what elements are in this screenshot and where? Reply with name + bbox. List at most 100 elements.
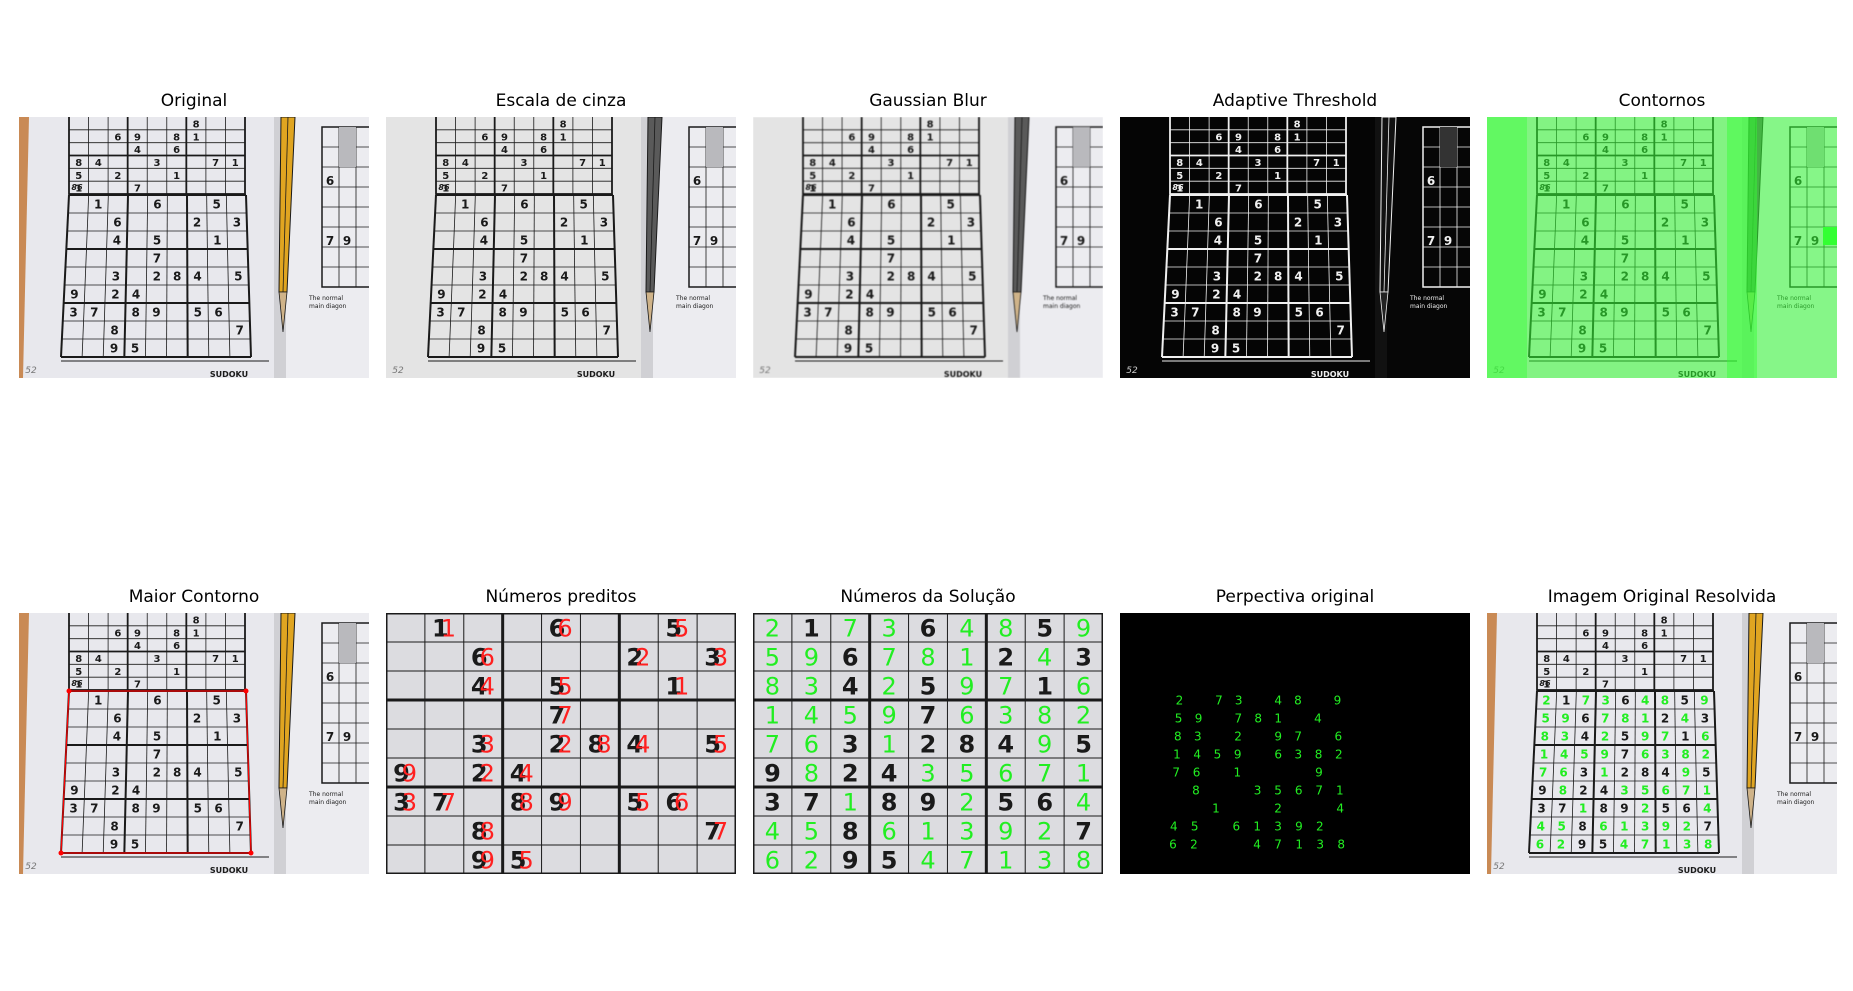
- grid-digit: 1: [1314, 234, 1322, 248]
- top-grid-digit: 4: [1235, 145, 1242, 156]
- grid-digit: 3: [1213, 270, 1221, 284]
- grid-digit: 1: [213, 730, 221, 744]
- grid-digit: 6: [948, 306, 956, 320]
- grid-digit: 3: [600, 216, 608, 230]
- top-grid-digit: 1: [173, 171, 180, 182]
- solution-digit: 7: [998, 673, 1013, 701]
- solution-digit: 6: [1169, 838, 1177, 852]
- original-digit: 9: [393, 760, 410, 788]
- grid-digit: 8: [173, 270, 181, 284]
- solution-digit: 9: [998, 818, 1013, 846]
- panel-title: Escala de cinza: [495, 91, 627, 111]
- solved-digit: 7: [1641, 838, 1649, 852]
- solution-digit: 8: [1315, 748, 1323, 762]
- solved-digit: 3: [1661, 748, 1669, 762]
- original-digit: 5: [510, 847, 527, 875]
- original-digit: 5: [665, 615, 682, 643]
- top-grid-digit: 7: [1313, 158, 1320, 169]
- grid-digit: 9: [437, 288, 445, 302]
- side-cell-digit: 9: [1811, 730, 1819, 744]
- pencil: [278, 613, 296, 829]
- top-grid-digit: 9: [868, 132, 875, 143]
- puzzle-number: 86: [71, 679, 83, 688]
- original-digit: 6: [920, 615, 937, 643]
- original-digit: 5: [1036, 615, 1053, 643]
- grid-digit: 2: [1254, 270, 1262, 284]
- top-grid-digit: 7: [501, 184, 508, 195]
- grid-digit: 1: [461, 198, 469, 212]
- grid-digit: 6: [581, 306, 589, 320]
- solved-digit: 9: [1641, 730, 1649, 744]
- predicted-digit: 8: [596, 731, 611, 759]
- grid-digit: 1: [1562, 694, 1570, 708]
- original-digit: 5: [704, 731, 721, 759]
- original-digit: 5: [881, 847, 898, 875]
- solved-digit: 7: [1582, 694, 1590, 708]
- predicted-digit: 7: [441, 789, 456, 817]
- table-edge: [19, 117, 29, 378]
- grid-digit: 1: [94, 198, 102, 212]
- solution-digit: 7: [959, 847, 974, 875]
- solution-digit: 9: [1334, 694, 1342, 708]
- grid-digit: 1: [947, 234, 955, 248]
- top-grid-digit: 9: [1602, 628, 1609, 639]
- original-digit: 3: [393, 789, 410, 817]
- solution-digit: 9: [1234, 748, 1242, 762]
- original-digit: 5: [920, 673, 937, 701]
- grid-digit: 5: [234, 766, 242, 780]
- top-grid-digit: 1: [193, 628, 200, 639]
- contour-overlay: [1487, 117, 1837, 378]
- original-digit: 3: [704, 644, 721, 672]
- solution-digit: 2: [1037, 818, 1052, 846]
- original-digit: 3: [764, 789, 781, 817]
- grid-digit: 5: [1662, 802, 1670, 816]
- solution-digit: 6: [1076, 673, 1091, 701]
- side-page-text: The normal: [308, 295, 343, 302]
- grid-digit: 4: [1233, 288, 1241, 302]
- original-digit: 8: [471, 818, 488, 846]
- original-digit: 5: [997, 789, 1014, 817]
- grid-digit: 2: [111, 288, 119, 302]
- grid-digit: 5: [1621, 730, 1629, 744]
- solved-digit: 3: [1641, 820, 1649, 834]
- grid-digit: 3: [1170, 306, 1178, 320]
- grid-digit: 8: [907, 270, 915, 284]
- grid-digit: 1: [94, 694, 102, 708]
- solved-digit: 7: [1539, 766, 1547, 780]
- solution-digit: 5: [1191, 820, 1199, 834]
- grid-digit: 7: [1558, 802, 1566, 816]
- grid-digit: 9: [70, 288, 78, 302]
- original-digit: 2: [842, 760, 859, 788]
- grid-digit: 9: [886, 306, 894, 320]
- grid-digit: 5: [131, 838, 139, 852]
- grid-digit: 5: [887, 234, 895, 248]
- solution-digit: 2: [765, 615, 780, 643]
- solution-digit: 9: [1076, 615, 1091, 643]
- top-grid-digit: 2: [481, 171, 488, 182]
- grid-digit: 2: [560, 216, 568, 230]
- grid-digit: 8: [132, 802, 140, 816]
- original-digit: 1: [432, 615, 449, 643]
- predicted-digit: 7: [557, 702, 572, 730]
- solved-digit: 4: [1620, 838, 1628, 852]
- top-grid-digit: 3: [154, 654, 161, 665]
- grid-digit: 3: [803, 306, 811, 320]
- grid-digit: 4: [113, 234, 121, 248]
- page-number: 52: [25, 366, 37, 376]
- solution-digit: 7: [1172, 766, 1180, 780]
- solution-digit: 7: [1215, 694, 1223, 708]
- grid-digit: 5: [1295, 306, 1303, 320]
- side-page-text: The normal: [308, 791, 343, 798]
- solution-digit: 3: [881, 615, 896, 643]
- top-grid-digit: 6: [540, 145, 547, 156]
- top-grid-digit: 5: [809, 171, 816, 182]
- top-grid-digit: 4: [1602, 641, 1609, 652]
- panel-title: Maior Contorno: [128, 587, 260, 607]
- solved-digit: 7: [1661, 730, 1669, 744]
